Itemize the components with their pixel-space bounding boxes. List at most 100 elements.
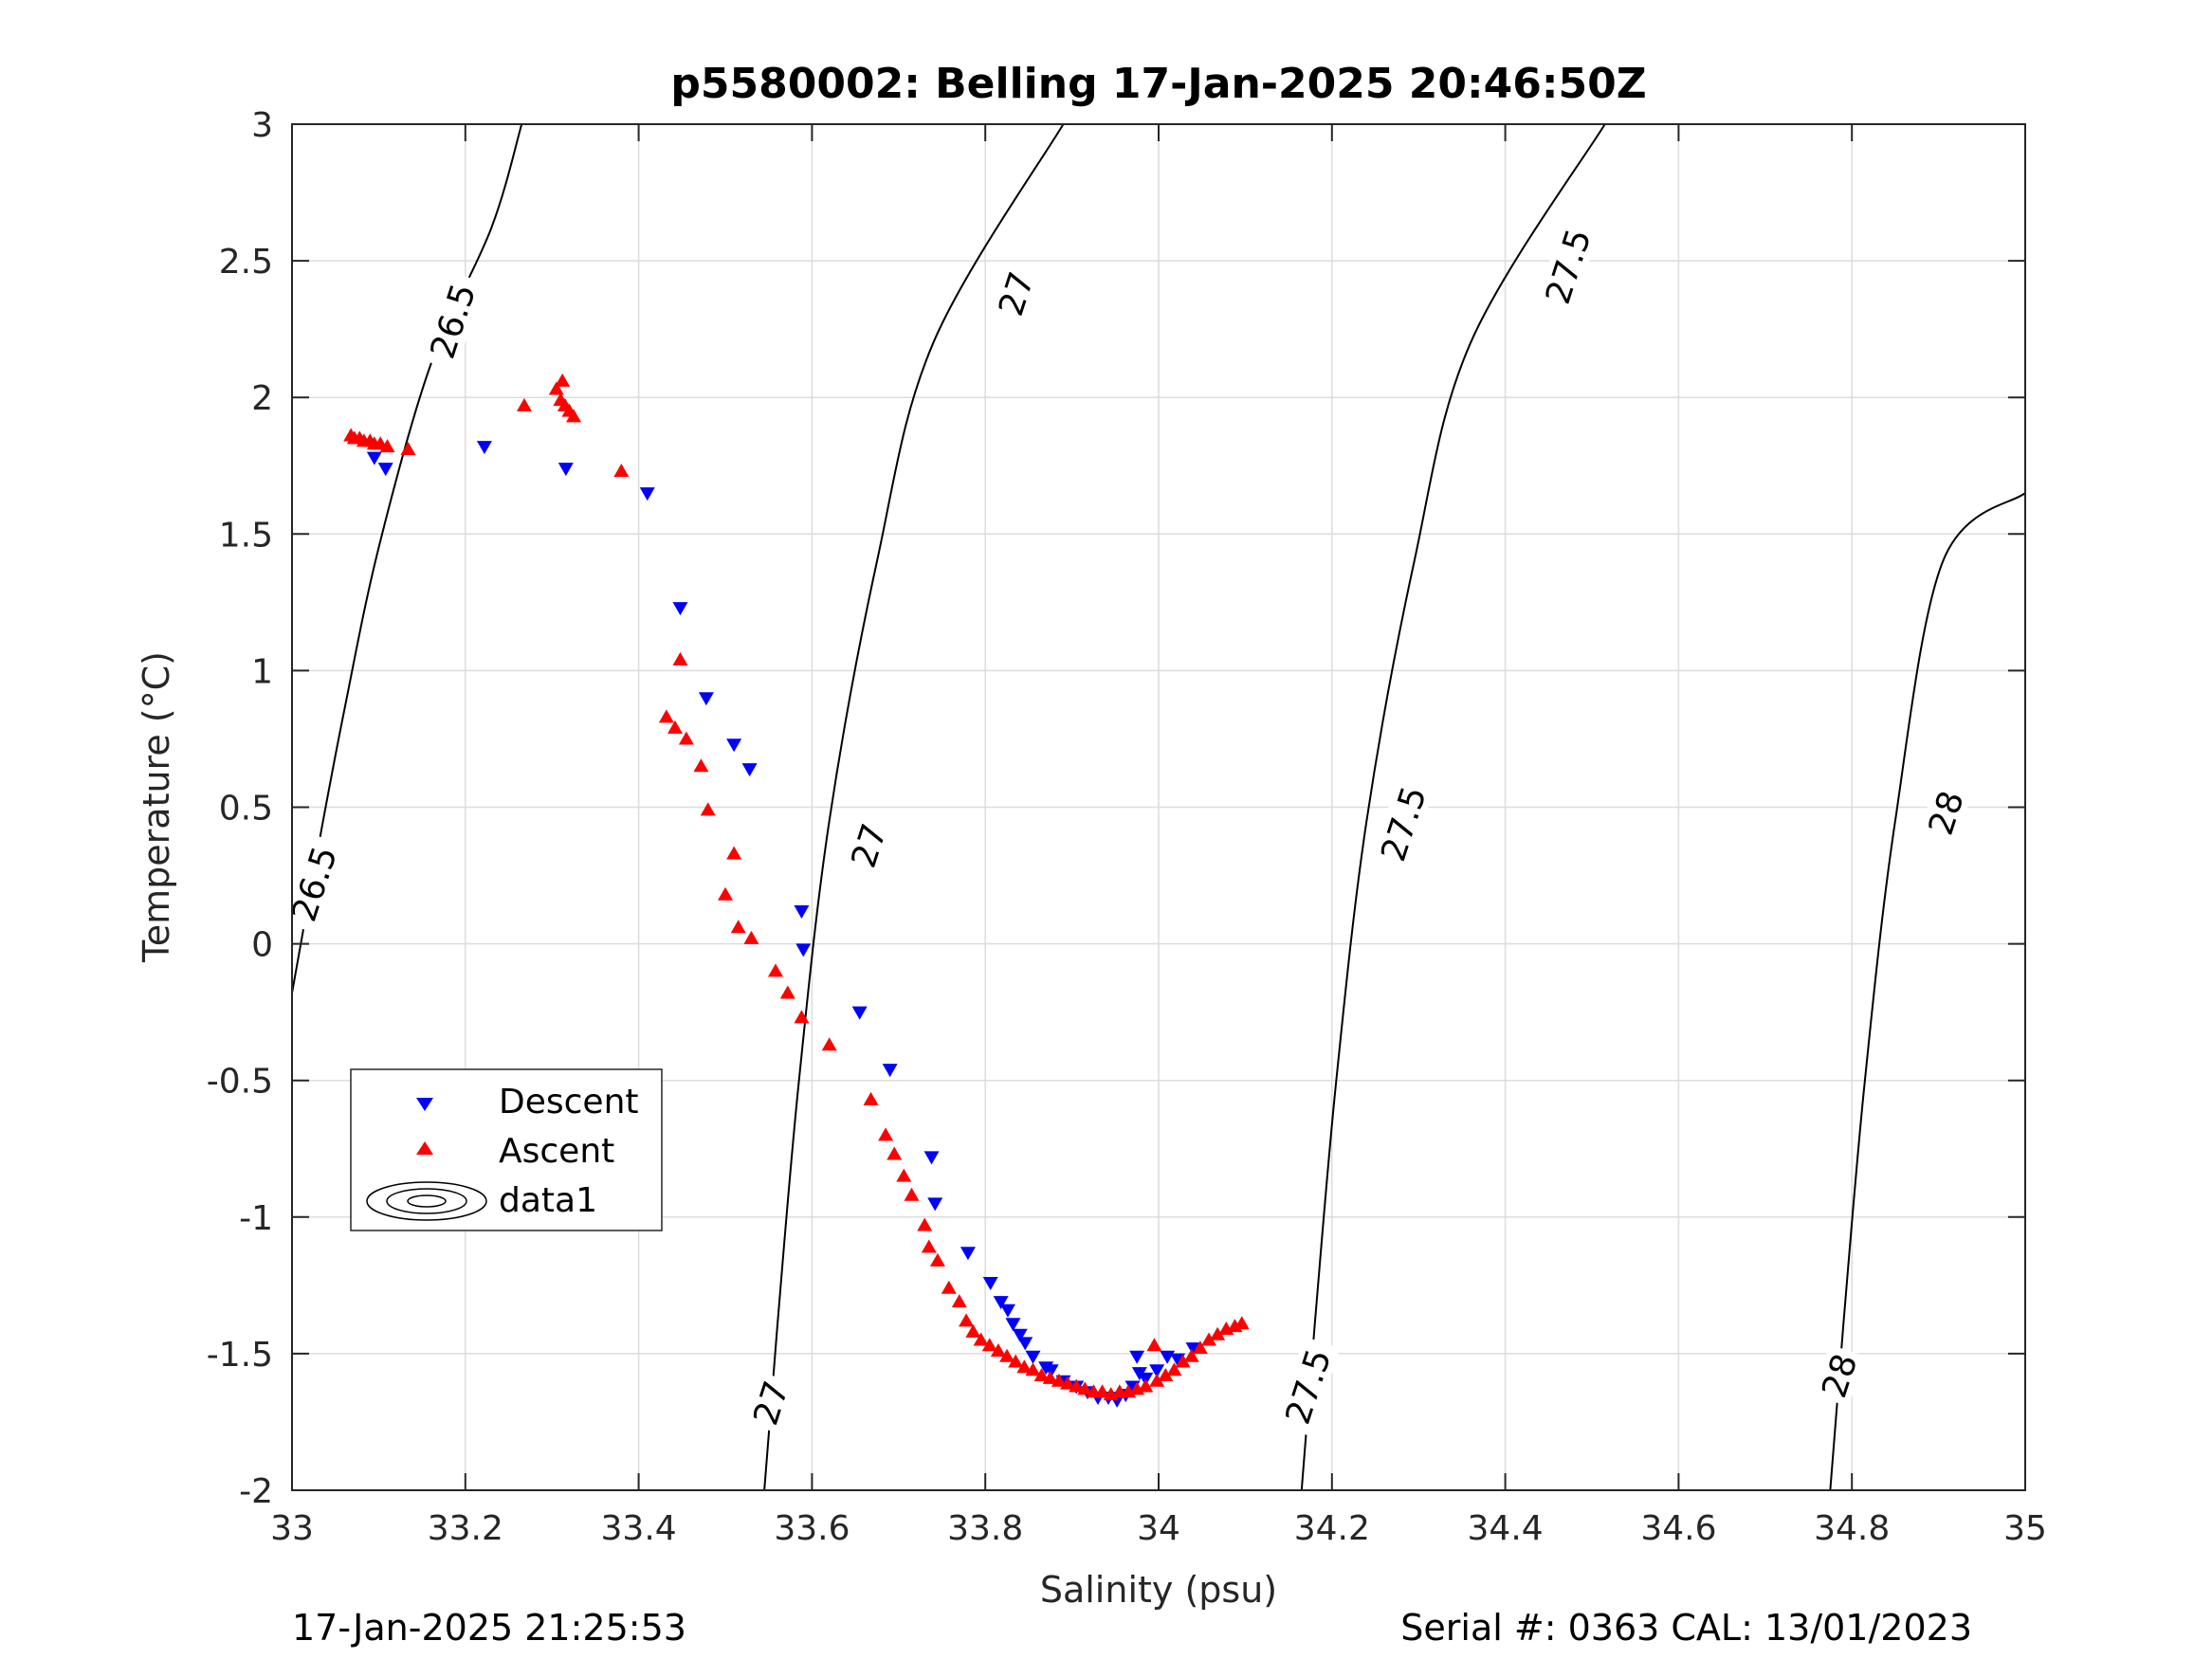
ascent-marker [990, 1343, 1006, 1358]
descent-marker [1185, 1342, 1201, 1357]
ascent-marker [548, 381, 564, 395]
ascent-marker [951, 1294, 967, 1308]
y-tick-label: 1.5 [219, 516, 273, 555]
contour-label-bg [842, 814, 895, 877]
x-tick-label: 34.4 [1468, 1509, 1544, 1548]
ascent-marker [1033, 1367, 1050, 1381]
descent-marker [377, 463, 393, 477]
ascent-marker [400, 441, 416, 455]
contour-label-bg [743, 1371, 797, 1434]
descent-marker [639, 487, 655, 501]
descent-marker [794, 905, 810, 920]
chart-title: p5580002: Belling 17-Jan-2025 20:46:50Z [670, 60, 1646, 108]
contour-line-27 [763, 123, 1065, 1491]
x-tick-label: 34.6 [1640, 1509, 1716, 1548]
legend-contour-label: data1 [499, 1181, 597, 1220]
ascent-marker [863, 1091, 879, 1105]
descent-marker [993, 1296, 1009, 1310]
ascent-marker [917, 1217, 933, 1231]
ascent-marker [904, 1187, 920, 1201]
y-tick-label: -2 [239, 1472, 273, 1511]
ascent-marker [693, 758, 709, 773]
ascent-marker [999, 1348, 1015, 1362]
ascent-marker [1183, 1348, 1199, 1362]
ascent-marker [1175, 1354, 1191, 1368]
y-tick-label: 2 [251, 379, 273, 418]
descent-marker [672, 602, 688, 616]
legend-contour-icon [366, 1181, 487, 1221]
contour-label-bg [1812, 1344, 1866, 1407]
ascent-marker [678, 731, 694, 745]
contour-label: 27 [743, 1371, 797, 1434]
contour-label-bg [989, 262, 1042, 325]
ascent-marker [566, 409, 582, 423]
descent-marker [960, 1247, 976, 1261]
descent-marker [558, 463, 574, 477]
ascent-marker [1201, 1332, 1217, 1346]
descent-marker [999, 1304, 1015, 1318]
ascent-marker [779, 985, 795, 999]
descent-marker [1149, 1364, 1165, 1378]
ascent-marker [1016, 1359, 1033, 1374]
contour-label-bg [1370, 774, 1435, 874]
descent-marker [1017, 1337, 1033, 1351]
ascent-marker [1149, 1373, 1165, 1387]
ascent-marker [516, 397, 532, 411]
x-tick-label: 33.4 [601, 1509, 677, 1548]
ascent-marker [1094, 1384, 1110, 1398]
ascent-marker [700, 802, 716, 816]
legend-box [350, 1068, 663, 1231]
contour-label-bg [1919, 781, 1972, 845]
ascent-marker [658, 709, 674, 723]
ascent-marker [672, 651, 688, 665]
ascent-marker [1210, 1326, 1226, 1340]
descent-marker [882, 1064, 898, 1078]
legend-ascent-label: Ascent [499, 1132, 614, 1171]
x-tick-label: 33 [270, 1509, 314, 1548]
y-tick-label: -1 [239, 1199, 273, 1238]
ascent-marker [1025, 1362, 1041, 1376]
ascent-marker [555, 373, 571, 387]
legend: Descent Ascent data1 [350, 1068, 663, 1231]
ascent-marker [718, 886, 733, 901]
ascent-marker [896, 1168, 912, 1182]
descent-marker [366, 451, 382, 465]
contour-line-27-5 [1300, 123, 1606, 1491]
legend-ascent-marker [416, 1141, 433, 1155]
ascent-marker [768, 963, 784, 977]
ascent-marker [1166, 1362, 1182, 1376]
x-tick-label: 34.8 [1814, 1509, 1890, 1548]
contour-label-bg [1535, 216, 1600, 317]
y-tick-label: 0.5 [219, 790, 273, 829]
density-contours [291, 123, 2026, 1491]
footer-serial: Serial #: 0363 CAL: 13/01/2023 [1400, 1607, 1972, 1649]
descent-marker [795, 943, 812, 957]
ascent-marker [1146, 1338, 1162, 1352]
descent-marker [698, 692, 714, 706]
ascent-marker [1158, 1367, 1174, 1381]
y-axis-label: Temperature (°C) [136, 651, 177, 963]
footer-timestamp: 17-Jan-2025 21:25:53 [292, 1607, 686, 1649]
x-tick-label: 34 [1137, 1509, 1180, 1548]
y-tick-label: -0.5 [207, 1063, 273, 1102]
legend-descent-label: Descent [499, 1083, 639, 1121]
ascent-marker [821, 1037, 837, 1051]
y-tick-label: 0 [251, 926, 273, 965]
ascent-marker [1008, 1354, 1024, 1368]
descent-marker [851, 1006, 868, 1020]
data-markers [343, 373, 1250, 1408]
descent-marker [1012, 1328, 1028, 1342]
x-tick-label: 35 [2003, 1509, 2047, 1548]
ascent-marker [965, 1323, 981, 1338]
contour-label: 27 [842, 814, 895, 877]
contour-label-bg [1275, 1336, 1341, 1437]
ascent-marker [941, 1280, 957, 1294]
ascent-marker [1234, 1316, 1250, 1330]
ascent-marker [667, 720, 683, 734]
descent-marker [1005, 1318, 1021, 1332]
ascent-marker [959, 1313, 975, 1327]
ascent-marker [743, 930, 759, 944]
ascent-marker [1051, 1373, 1067, 1387]
ascent-marker [1138, 1378, 1154, 1393]
